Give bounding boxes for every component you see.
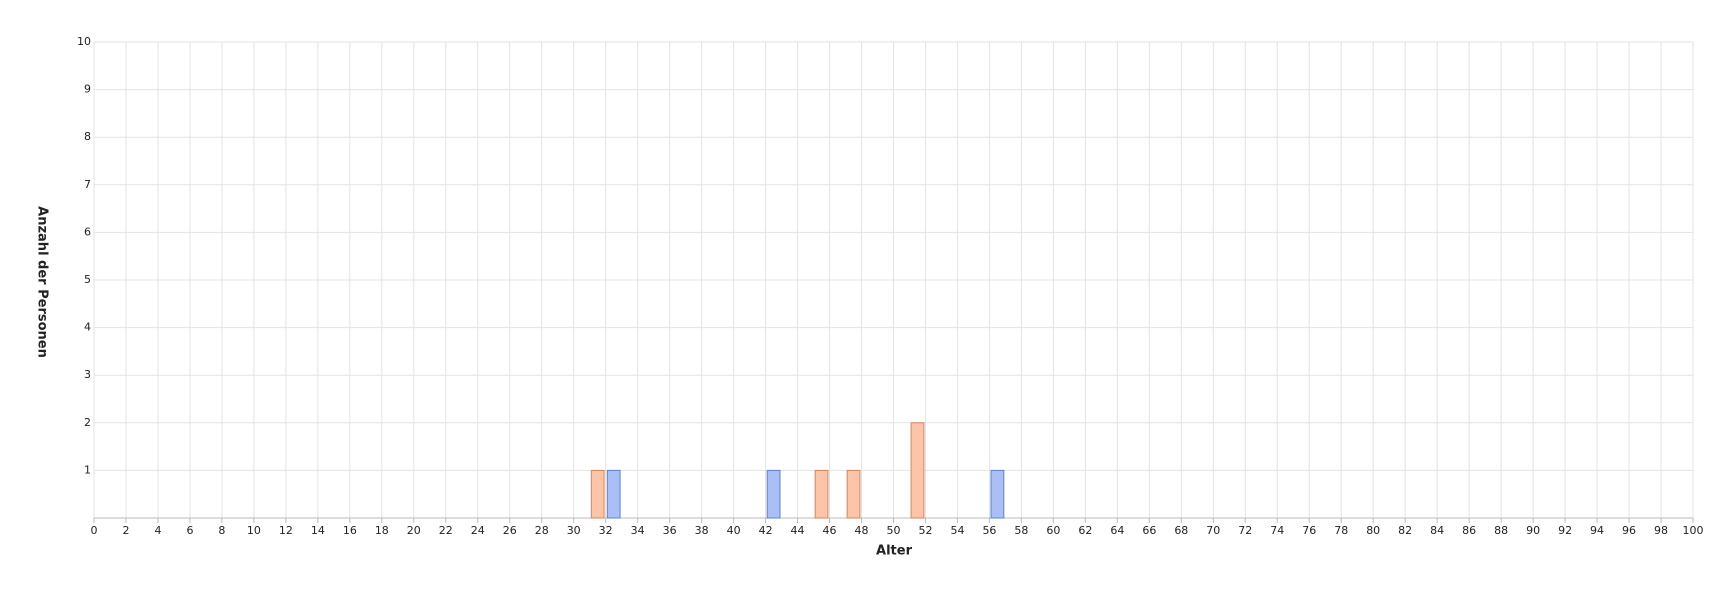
bar — [766, 469, 781, 519]
x-tick-label: 86 — [1462, 524, 1476, 537]
x-tick-label: 44 — [791, 524, 805, 537]
y-tick-label: 2 — [84, 416, 91, 429]
x-tick-label: 80 — [1366, 524, 1380, 537]
x-tick-label: 34 — [631, 524, 645, 537]
bar — [606, 469, 621, 519]
x-tick-label: 48 — [855, 524, 869, 537]
x-tick-label: 12 — [279, 524, 293, 537]
bar — [814, 469, 829, 519]
x-tick-label: 76 — [1302, 524, 1316, 537]
y-tick-label: 3 — [84, 368, 91, 381]
x-tick-label: 18 — [375, 524, 389, 537]
x-tick-label: 82 — [1398, 524, 1412, 537]
x-tick-label: 38 — [695, 524, 709, 537]
x-tick-label: 16 — [343, 524, 357, 537]
x-tick-label: 92 — [1558, 524, 1572, 537]
x-tick-label: 24 — [471, 524, 485, 537]
x-tick-label: 2 — [122, 524, 129, 537]
x-tick-label: 90 — [1526, 524, 1540, 537]
x-tick-label: 32 — [599, 524, 613, 537]
x-tick-label: 52 — [918, 524, 932, 537]
x-tick-label: 78 — [1334, 524, 1348, 537]
x-tick-label: 30 — [567, 524, 581, 537]
x-tick-label: 6 — [186, 524, 193, 537]
x-tick-label: 98 — [1654, 524, 1668, 537]
y-tick-label: 4 — [84, 321, 91, 334]
x-tick-label: 36 — [663, 524, 677, 537]
x-tick-label: 42 — [759, 524, 773, 537]
x-tick-label: 100 — [1683, 524, 1704, 537]
y-tick-label: 9 — [84, 83, 91, 96]
bar — [590, 469, 605, 519]
x-tick-label: 56 — [982, 524, 996, 537]
y-tick-label: 10 — [77, 35, 91, 48]
y-tick-label: 8 — [84, 130, 91, 143]
x-tick-label: 94 — [1590, 524, 1604, 537]
x-tick-label: 96 — [1622, 524, 1636, 537]
x-tick-label: 58 — [1014, 524, 1028, 537]
x-tick-label: 40 — [727, 524, 741, 537]
x-tick-label: 46 — [823, 524, 837, 537]
x-tick-label: 22 — [439, 524, 453, 537]
x-tick-label: 54 — [950, 524, 964, 537]
y-tick-label: 5 — [84, 273, 91, 286]
bar — [990, 469, 1005, 519]
x-tick-label: 64 — [1110, 524, 1124, 537]
x-tick-label: 4 — [154, 524, 161, 537]
y-axis-label: Anzahl der Personen — [35, 206, 50, 358]
x-tick-label: 8 — [218, 524, 225, 537]
x-tick-label: 0 — [91, 524, 98, 537]
x-tick-label: 66 — [1142, 524, 1156, 537]
y-tick-label: 7 — [84, 178, 91, 191]
x-tick-label: 70 — [1206, 524, 1220, 537]
x-tick-label: 72 — [1238, 524, 1252, 537]
x-tick-label: 74 — [1270, 524, 1284, 537]
x-tick-label: 68 — [1174, 524, 1188, 537]
x-tick-label: 28 — [535, 524, 549, 537]
x-tick-label: 60 — [1046, 524, 1060, 537]
x-axis-label: Alter — [876, 544, 913, 559]
x-tick-label: 26 — [503, 524, 517, 537]
x-tick-label: 50 — [887, 524, 901, 537]
x-tick-label: 10 — [247, 524, 261, 537]
y-tick-label: 1 — [84, 463, 91, 476]
y-tick-label: 6 — [84, 225, 91, 238]
x-tick-label: 62 — [1078, 524, 1092, 537]
x-tick-label: 14 — [311, 524, 325, 537]
bar — [846, 469, 861, 519]
x-tick-label: 88 — [1494, 524, 1508, 537]
x-tick-label: 20 — [407, 524, 421, 537]
bar — [910, 422, 925, 519]
x-tick-label: 84 — [1430, 524, 1444, 537]
